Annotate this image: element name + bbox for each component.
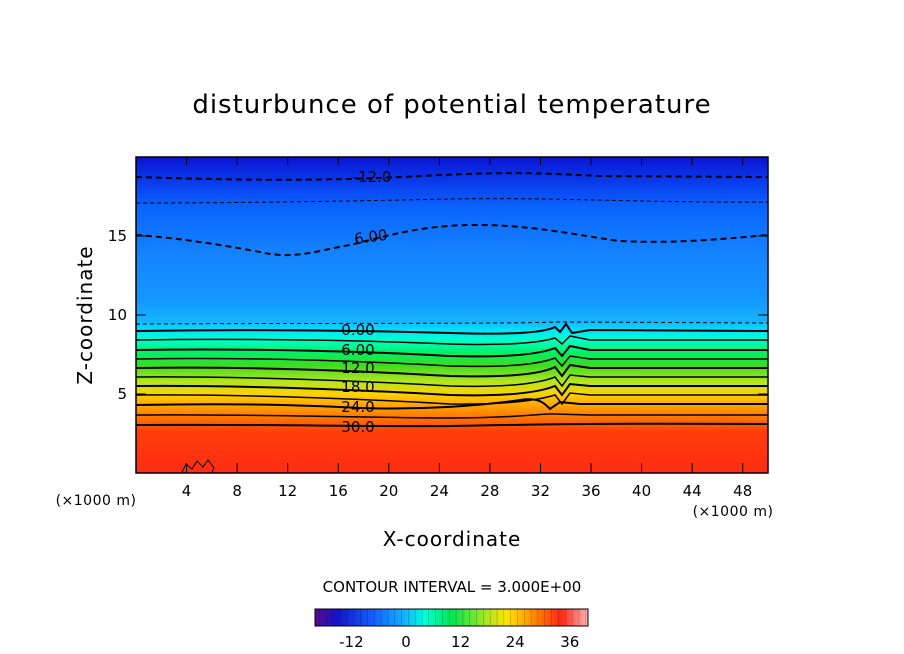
contour-line-21 bbox=[136, 392, 768, 406]
contour-label-neg12: -12.0 bbox=[353, 168, 392, 186]
contour-line-neg-12 bbox=[136, 172, 768, 181]
contour-line-neg-6 bbox=[136, 223, 768, 257]
x-tick-label: 4 bbox=[182, 482, 192, 500]
contour-label-0: 0.00 bbox=[341, 321, 374, 339]
colorbar-tick-label: 0 bbox=[401, 633, 411, 651]
colorbar-tick-label: 36 bbox=[560, 633, 579, 651]
colorbar-frame bbox=[314, 608, 589, 627]
contour-label-18: 18.0 bbox=[341, 378, 374, 396]
x-tick-label: 48 bbox=[733, 482, 752, 500]
contour-interval-text: CONTOUR INTERVAL = 3.000E+00 bbox=[323, 578, 582, 596]
x-axis-unit-right: (×1000 m) bbox=[693, 504, 774, 520]
x-tick-label: 8 bbox=[232, 482, 242, 500]
contour-line-6 bbox=[136, 344, 768, 358]
x-tick-label: 16 bbox=[329, 482, 348, 500]
contour-line-18 bbox=[136, 382, 768, 397]
x-axis-unit-left: (×1000 m) bbox=[56, 493, 137, 509]
x-tick-label: 44 bbox=[683, 482, 702, 500]
contour-line-neg-0 bbox=[136, 321, 768, 325]
contour-lines bbox=[136, 172, 768, 473]
y-axis-label: Z-coordinate bbox=[73, 245, 97, 384]
chart-title: disturbunce of potential temperature bbox=[192, 90, 711, 120]
x-tick-label: 12 bbox=[278, 482, 297, 500]
colorbar-tick-label: -12 bbox=[339, 633, 364, 651]
contour-label-6: 6.00 bbox=[341, 341, 374, 359]
x-tick-label: 32 bbox=[531, 482, 550, 500]
contour-line-9 bbox=[136, 355, 768, 368]
colorbar-fill bbox=[315, 609, 588, 626]
colorbar-tick-label: 24 bbox=[506, 633, 525, 651]
contour-line-24 bbox=[136, 398, 768, 411]
y-tick-label: 10 bbox=[108, 306, 127, 324]
plot-area: -12.0 6.00 0.00 6.00 12.0 18.0 24.0 30.0 bbox=[135, 156, 769, 474]
x-tick-label: 36 bbox=[581, 482, 600, 500]
contour-line-neg-9 bbox=[136, 198, 768, 204]
colorbar-segments bbox=[319, 609, 586, 626]
contour-line-12 bbox=[136, 363, 768, 378]
contour-line-27 bbox=[136, 413, 768, 419]
contour-label-group: -12.0 6.00 0.00 6.00 12.0 18.0 24.0 30.0 bbox=[341, 168, 392, 436]
colorbar-tick-label: 12 bbox=[451, 633, 470, 651]
y-tick-label: 15 bbox=[108, 227, 127, 245]
contour-line-30 bbox=[136, 422, 768, 428]
y-axis: 5 10 15 bbox=[108, 227, 768, 403]
contour-label-12: 12.0 bbox=[341, 359, 374, 377]
contour-label-24: 24.0 bbox=[341, 398, 374, 416]
x-axis-label: X-coordinate bbox=[383, 527, 522, 551]
temperature-field bbox=[136, 157, 768, 473]
colorbar-labels: -12 0 12 24 36 bbox=[339, 633, 579, 651]
contour-line-3 bbox=[136, 335, 768, 346]
contour-label-neg6: 6.00 bbox=[353, 226, 389, 248]
x-tick-label: 20 bbox=[379, 482, 398, 500]
contour-label-30: 30.0 bbox=[341, 418, 374, 436]
x-tick-label: 24 bbox=[430, 482, 449, 500]
colorbar: -12 0 12 24 36 bbox=[314, 608, 589, 651]
y-tick-label: 5 bbox=[117, 385, 127, 403]
contour-line-15 bbox=[136, 374, 768, 388]
x-tick-label: 28 bbox=[480, 482, 499, 500]
x-tick-label: 40 bbox=[632, 482, 651, 500]
contour-line-0 bbox=[136, 322, 768, 335]
x-axis: 4 8 12 16 20 24 28 32 36 40 44 48 bbox=[182, 157, 752, 500]
